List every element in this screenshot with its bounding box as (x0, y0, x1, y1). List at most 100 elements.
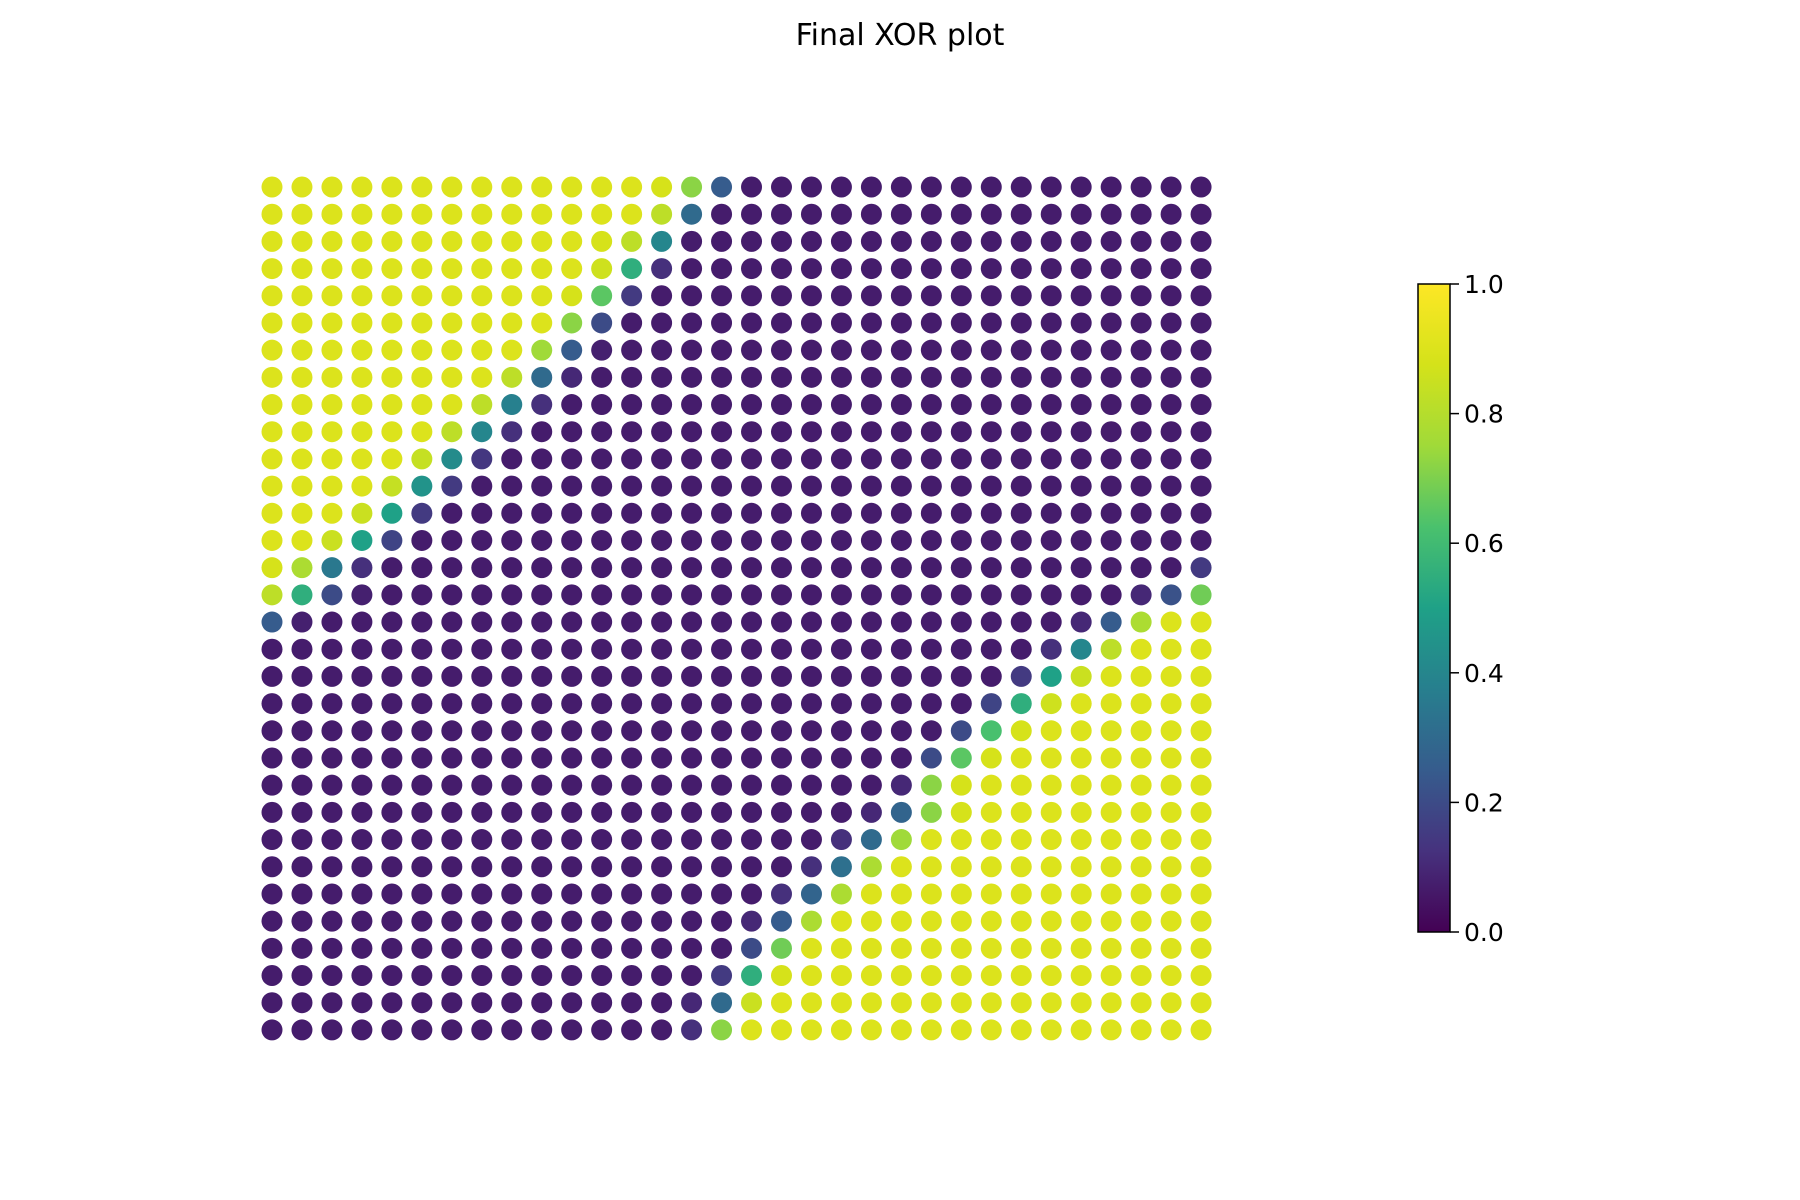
scatter-point (591, 1019, 613, 1041)
scatter-point (501, 448, 523, 470)
scatter-point (471, 312, 493, 334)
scatter-point (411, 883, 433, 905)
scatter-point (1130, 611, 1152, 633)
scatter-point (621, 856, 643, 878)
scatter-point (950, 203, 972, 225)
scatter-point (1040, 910, 1062, 932)
scatter-point (351, 339, 373, 361)
scatter-point (1010, 203, 1032, 225)
scatter-point (291, 720, 313, 742)
scatter-point (441, 992, 463, 1014)
scatter-point (411, 394, 433, 416)
scatter-point (381, 801, 403, 823)
scatter-point (890, 502, 912, 524)
scatter-point (800, 394, 822, 416)
scatter-point (321, 801, 343, 823)
scatter-point (441, 230, 463, 252)
scatter-point (1190, 529, 1212, 551)
scatter-point (1070, 285, 1092, 307)
scatter-point (741, 611, 763, 633)
scatter-point (381, 475, 403, 497)
scatter-point (651, 475, 673, 497)
scatter-point (411, 230, 433, 252)
scatter-point (920, 937, 942, 959)
scatter-point (261, 584, 283, 606)
scatter-point (651, 638, 673, 660)
scatter-point (621, 421, 643, 443)
scatter-point (830, 448, 852, 470)
scatter-point (950, 339, 972, 361)
scatter-point (890, 801, 912, 823)
scatter-point (681, 339, 703, 361)
scatter-point (770, 1019, 792, 1041)
scatter-point (501, 774, 523, 796)
scatter-point (741, 312, 763, 334)
scatter-point (980, 611, 1002, 633)
scatter-point (501, 801, 523, 823)
scatter-point (741, 801, 763, 823)
scatter-point (501, 475, 523, 497)
scatter-point (1190, 829, 1212, 851)
scatter-point (800, 502, 822, 524)
scatter-point (531, 992, 553, 1014)
scatter-point (860, 638, 882, 660)
scatter-point (890, 448, 912, 470)
scatter-point (1040, 992, 1062, 1014)
scatter-point (261, 693, 283, 715)
scatter-point (830, 584, 852, 606)
scatter-point (1040, 339, 1062, 361)
scatter-point (681, 529, 703, 551)
scatter-point (770, 965, 792, 987)
scatter-point (1040, 529, 1062, 551)
scatter-point (471, 638, 493, 660)
scatter-point (1010, 557, 1032, 579)
scatter-point (980, 965, 1002, 987)
scatter-point (950, 529, 972, 551)
scatter-point (291, 475, 313, 497)
scatter-point (800, 720, 822, 742)
scatter-point (411, 366, 433, 388)
scatter-point (1040, 203, 1062, 225)
scatter-point (591, 965, 613, 987)
scatter-point (860, 693, 882, 715)
scatter-point (681, 557, 703, 579)
scatter-point (501, 883, 523, 905)
scatter-point (471, 965, 493, 987)
scatter-point (681, 638, 703, 660)
scatter-point (501, 366, 523, 388)
scatter-point (681, 829, 703, 851)
scatter-point (770, 475, 792, 497)
scatter-point (261, 421, 283, 443)
scatter-point (980, 910, 1002, 932)
scatter-point (291, 312, 313, 334)
scatter-point (950, 584, 972, 606)
scatter-point (860, 856, 882, 878)
scatter-point (1190, 339, 1212, 361)
scatter-point (920, 176, 942, 198)
scatter-point (920, 611, 942, 633)
scatter-point (591, 801, 613, 823)
scatter-point (1190, 176, 1212, 198)
scatter-point (950, 965, 972, 987)
scatter-point (1070, 176, 1092, 198)
scatter-point (711, 910, 733, 932)
scatter-point (471, 176, 493, 198)
scatter-point (591, 475, 613, 497)
scatter-point (890, 475, 912, 497)
scatter-point (770, 829, 792, 851)
scatter-point (920, 829, 942, 851)
scatter-point (321, 176, 343, 198)
scatter-point (381, 992, 403, 1014)
scatter-point (711, 747, 733, 769)
scatter-point (741, 258, 763, 280)
scatter-point (291, 394, 313, 416)
scatter-point (471, 557, 493, 579)
scatter-point (800, 693, 822, 715)
scatter-point (980, 1019, 1002, 1041)
scatter-point (411, 475, 433, 497)
scatter-point (1160, 421, 1182, 443)
scatter-point (681, 475, 703, 497)
scatter-point (681, 992, 703, 1014)
scatter-point (591, 638, 613, 660)
scatter-point (770, 611, 792, 633)
